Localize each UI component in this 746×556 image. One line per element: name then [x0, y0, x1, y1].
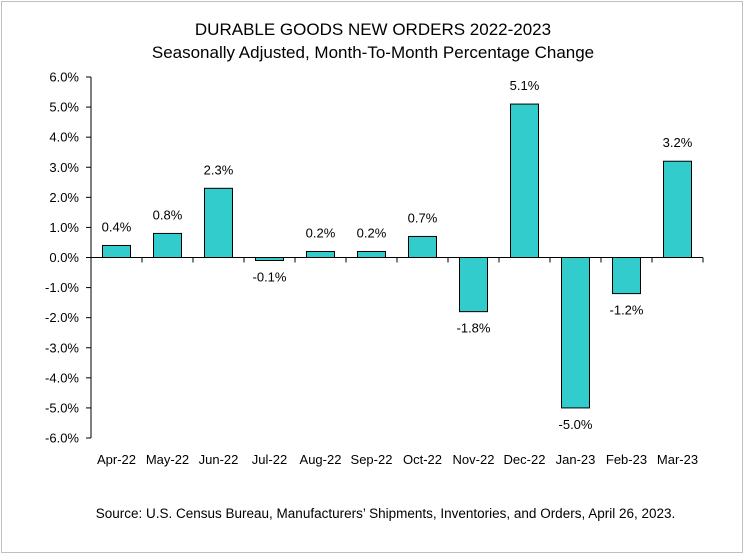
x-tick-label: Jul-22 [252, 452, 287, 467]
y-tick-label: -6.0% [45, 431, 79, 446]
chart-subtitle: Seasonally Adjusted, Month-To-Month Perc… [151, 43, 595, 62]
bar [153, 232, 182, 258]
x-tick-label: Jun-22 [199, 452, 239, 467]
y-tick-label: -5.0% [45, 400, 79, 415]
y-tick-label: 1.0% [49, 220, 79, 235]
data-label: 0.2% [357, 225, 387, 240]
data-label: -1.8% [457, 321, 491, 336]
data-label: 2.3% [204, 162, 234, 177]
bar [204, 187, 233, 258]
bar [612, 257, 641, 295]
bar [357, 250, 386, 259]
bar [255, 257, 284, 262]
x-tick-label: Mar-23 [657, 452, 698, 467]
bar [408, 235, 437, 258]
bar [510, 103, 539, 258]
y-tick-label: 3.0% [49, 160, 79, 175]
bar [663, 160, 692, 259]
x-tick-label: Apr-22 [97, 452, 136, 467]
data-label: -0.1% [253, 270, 287, 285]
bar [306, 250, 335, 259]
y-tick-label: 6.0% [49, 70, 79, 85]
x-tick-label: Dec-22 [504, 452, 546, 467]
data-label: 0.2% [306, 225, 336, 240]
x-tick-label: Jan-23 [556, 452, 596, 467]
y-tick-label: 2.0% [49, 190, 79, 205]
x-tick-label: Oct-22 [403, 452, 442, 467]
data-label: 3.2% [663, 135, 693, 150]
data-label: -1.2% [610, 303, 644, 318]
y-tick-label: 4.0% [49, 130, 79, 145]
chart-title: DURABLE GOODS NEW ORDERS 2022-2023 [194, 20, 552, 39]
data-label: 0.8% [153, 207, 183, 222]
source-note: Source: U.S. Census Bureau, Manufacturer… [95, 506, 676, 521]
x-tick-label: Feb-23 [606, 452, 647, 467]
data-label: 0.7% [408, 210, 438, 225]
data-label: 0.4% [102, 219, 132, 234]
bar [102, 244, 131, 258]
x-tick-label: May-22 [146, 452, 189, 467]
data-label: -5.0% [559, 417, 593, 432]
y-tick-label: -4.0% [45, 370, 79, 385]
y-tick-label: 0.0% [49, 250, 79, 265]
x-tick-label: Nov-22 [453, 452, 495, 467]
x-tick-label: Sep-22 [351, 452, 393, 467]
data-label: 5.1% [510, 78, 540, 93]
y-tick-label: 5.0% [49, 100, 79, 115]
bar [561, 257, 590, 409]
y-tick-label: -3.0% [45, 340, 79, 355]
x-tick-label: Aug-22 [300, 452, 342, 467]
bar [459, 257, 488, 313]
y-tick-label: -2.0% [45, 310, 79, 325]
y-tick-label: -1.0% [45, 280, 79, 295]
